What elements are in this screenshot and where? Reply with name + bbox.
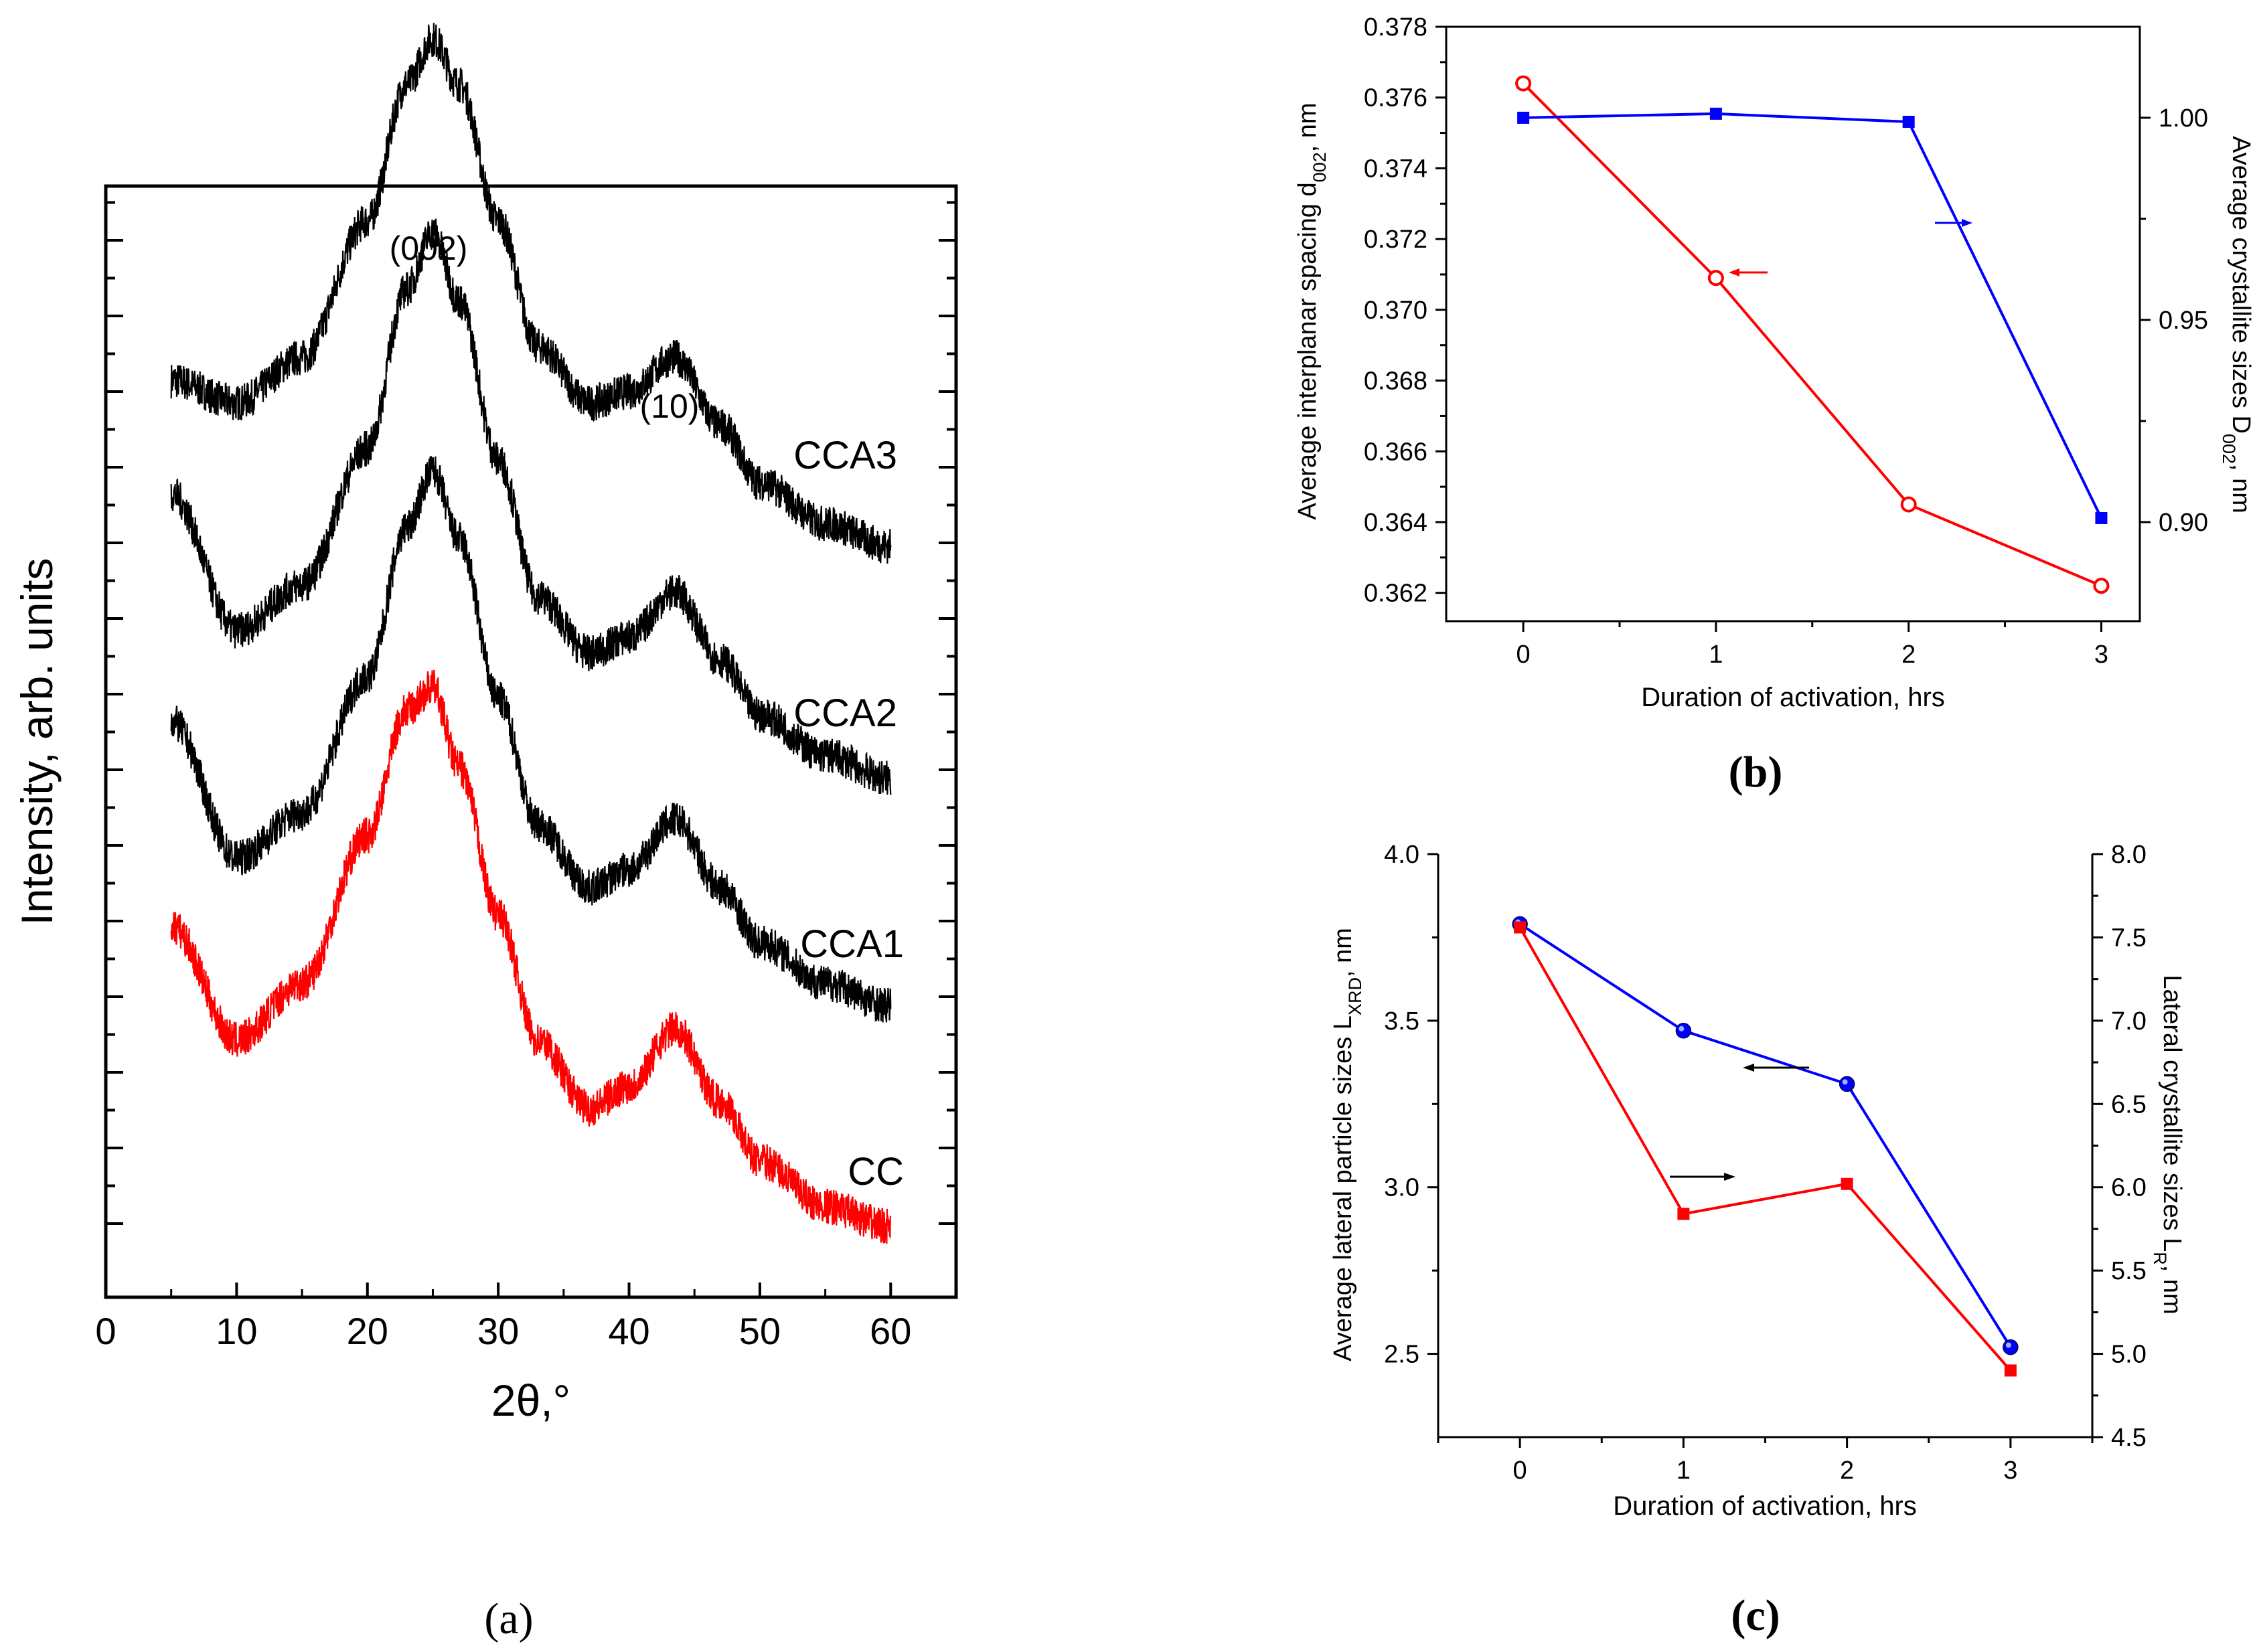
left-y-tick-label: 0.374: [1364, 155, 1427, 183]
xrd-curve-cca2: [170, 218, 892, 795]
x-tick-label: 20: [347, 1310, 388, 1352]
data-point-LR: [1841, 1177, 1853, 1190]
panel-a-x-label: 2θ,°: [491, 1376, 570, 1425]
right-y-tick-label: 0.95: [2159, 307, 2208, 335]
data-point-LR: [1514, 921, 1527, 934]
x-tick-label: 2: [1901, 641, 1916, 669]
x-tick-label: 3: [2094, 641, 2108, 669]
x-tick-label: 1: [1709, 641, 1723, 669]
right-y-tick-label: 1.00: [2159, 104, 2208, 133]
panel-c-lateral-sizes-vs-duration: 0 1 2 3 2.5 3.0 3.5 4.0 4.5 5.0 5.5 6.0 6.5 7.0 7.5 8.0…: [1329, 841, 2186, 1640]
data-point-d002: [1707, 270, 1724, 286]
panel-a-letter: (a): [484, 1594, 533, 1643]
left-y-tick-label: 3.5: [1384, 1007, 1419, 1036]
data-point-LXRD: [1675, 1023, 1692, 1039]
panel-b-left-y-label: Average interplanar spacing d002, nm: [1294, 102, 1330, 519]
left-y-tick-label: 0.378: [1364, 13, 1427, 42]
left-y-tick-label: 0.362: [1364, 580, 1427, 608]
data-point-D002: [1709, 107, 1722, 120]
panel-b-letter: (b): [1729, 748, 1783, 797]
data-point-LR: [2004, 1364, 2017, 1377]
panel-c-x-label: Duration of activation, hrs: [1613, 1491, 1917, 1521]
right-y-tick-label: 7.0: [2111, 1007, 2147, 1036]
x-tick-label: 40: [608, 1310, 649, 1352]
xrd-curve-cca1: [170, 456, 892, 1023]
panel-a-xrd-patterns: 0 10 20 30 40 50 60 (002) (10) CCA3 CCA2 CCA1 …: [12, 23, 958, 1643]
data-point-highlight: [2005, 1342, 2011, 1348]
left-y-tick-label: 0.368: [1364, 367, 1427, 396]
panel-b-frame: [1445, 25, 2141, 623]
x-tick-label: 10: [216, 1310, 257, 1352]
panel-c-letter: (c): [1731, 1591, 1780, 1640]
peak-label-002: (002): [390, 230, 468, 267]
right-y-tick-label: 5.5: [2111, 1257, 2147, 1285]
data-point-D002: [2095, 511, 2108, 524]
data-point-LR: [1677, 1208, 1690, 1220]
xrd-curve-cc: [170, 669, 892, 1244]
x-tick-label: 0: [95, 1310, 116, 1352]
left-y-tick-label: 0.376: [1364, 84, 1427, 112]
panel-b-x-label: Duration of activation, hrs: [1641, 683, 1945, 712]
xrd-curves: [170, 23, 892, 1244]
data-point-highlight: [1679, 1025, 1685, 1031]
panel-a-frame: [104, 184, 958, 1299]
x-tick-label: 3: [2003, 1457, 2017, 1485]
x-tick-label: 0: [1516, 641, 1531, 669]
panel-a-y-label: Intensity, arb. units: [12, 558, 62, 925]
panel-b-spacing-vs-duration: 0 1 2 3 0.362 0.364 0.366 0.368 0.370 0.372 0.374 0…: [1294, 13, 2255, 797]
peak-label-10: (10): [640, 388, 700, 425]
x-tick-label: 2: [1840, 1457, 1854, 1485]
right-y-tick-label: 5.0: [2111, 1341, 2147, 1369]
x-tick-label: 0: [1513, 1457, 1527, 1485]
right-y-tick-label: 8.0: [2111, 841, 2147, 869]
data-point-highlight: [1842, 1079, 1848, 1085]
series-line-LR: [1519, 926, 2012, 1372]
series-line-LXRD: [1519, 922, 2012, 1348]
x-tick-label: 30: [477, 1310, 519, 1352]
series-label-cc: CC: [848, 1150, 904, 1193]
data-point-d002: [1900, 496, 1917, 513]
panel-b-ticks: 0 1 2 3 0.362 0.364 0.366 0.368 0.370 0.372 0.374 0…: [1364, 13, 2208, 669]
data-point-d002: [1515, 75, 1532, 92]
right-y-tick-label: 6.0: [2111, 1174, 2147, 1202]
series-label-cca3: CCA3: [793, 434, 897, 477]
d002-axis-arrow-head: [1729, 268, 1739, 276]
xrd-curve-cca3: [170, 23, 892, 564]
right-y-tick-label: 0.90: [2159, 509, 2208, 537]
left-y-tick-label: 0.364: [1364, 509, 1427, 537]
series-line-D002: [1523, 112, 2103, 519]
left-y-tick-label: 0.370: [1364, 297, 1427, 325]
data-point-d002: [2093, 578, 2110, 594]
data-point-LXRD: [1839, 1076, 1855, 1092]
data-point-D002: [1517, 111, 1530, 124]
panel-c-ticks: 0 1 2 3 2.5 3.0 3.5 4.0 4.5 5.0 5.5 6.0 6.5 7.0 7.5 8.0: [1384, 841, 2147, 1485]
right-y-tick-label: 4.5: [2111, 1424, 2147, 1452]
panel-c-left-y-label: Average lateral particle sizes LXRD, nm: [1329, 928, 1365, 1361]
left-y-tick-label: 0.366: [1364, 438, 1427, 466]
data-point-D002: [1902, 115, 1915, 128]
right-y-tick-label: 7.5: [2111, 924, 2147, 952]
data-point-LXRD: [2003, 1339, 2019, 1355]
series-label-cca1: CCA1: [800, 922, 904, 966]
panel-b-right-y-label: Average crystallite sizes D002, nm: [2219, 136, 2255, 513]
panel-a-x-ticks: 0 10 20 30 40 50 60: [95, 1283, 957, 1352]
panel-c-series: [1512, 916, 2019, 1377]
series-line-d002: [1522, 82, 2102, 587]
x-tick-label: 60: [870, 1310, 911, 1352]
LR-axis-arrow-head: [1724, 1173, 1735, 1181]
right-y-tick-label: 6.5: [2111, 1090, 2147, 1119]
left-y-tick-label: 2.5: [1384, 1341, 1419, 1369]
LXRD-axis-arrow-head: [1743, 1064, 1754, 1072]
panel-a-y-ticks: [106, 201, 956, 1225]
x-tick-label: 50: [739, 1310, 781, 1352]
series-label-cca2: CCA2: [793, 691, 897, 735]
D002-axis-arrow-head: [1962, 219, 1972, 227]
left-y-tick-label: 3.0: [1384, 1174, 1419, 1202]
x-tick-label: 1: [1677, 1457, 1691, 1485]
left-y-tick-label: 0.372: [1364, 226, 1427, 254]
panel-b-series: [1515, 75, 2110, 594]
panel-c-right-y-label: Lateral crystallite sizes LR, nm: [2150, 975, 2186, 1314]
left-y-tick-label: 4.0: [1384, 841, 1419, 869]
